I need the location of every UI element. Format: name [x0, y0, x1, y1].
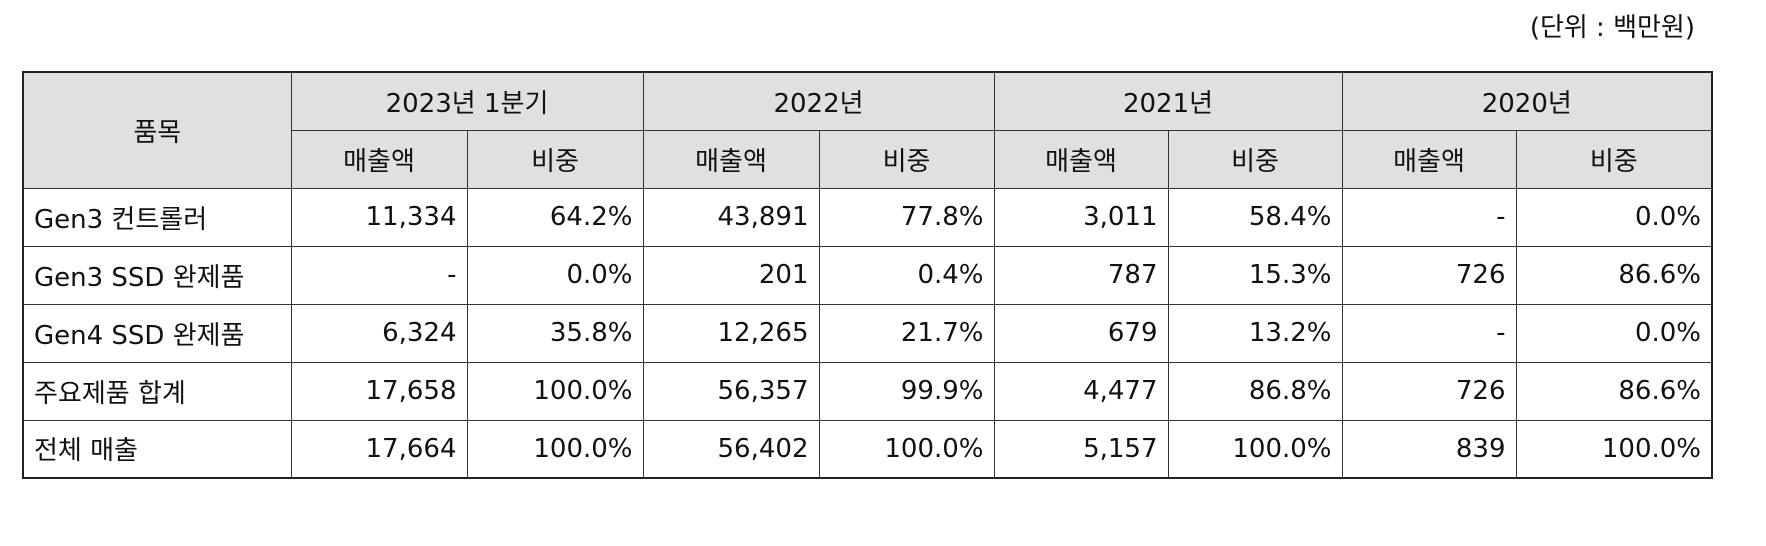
table-cell: - [1341, 187, 1517, 247]
table-cell: 35.8% [466, 303, 644, 363]
table-cell: 4,477 [993, 361, 1169, 421]
table-cell: - [1341, 303, 1517, 363]
table-cell: 726 [1341, 245, 1517, 305]
period-header-2022: 2022년 [642, 71, 995, 131]
share-header: 비중 [1515, 129, 1713, 189]
table-cell: 56,402 [642, 419, 820, 479]
period-header-2023q1: 2023년 1분기 [290, 71, 644, 131]
table-cell: 839 [1341, 419, 1517, 479]
table-cell: 86.8% [1167, 361, 1343, 421]
table-cell: 17,664 [290, 419, 468, 479]
table-cell: 56,357 [642, 361, 820, 421]
table-cell: - [290, 245, 468, 305]
table-cell: 15.3% [1167, 245, 1343, 305]
table-row: Gen3 SSD 완제품 - 0.0% 201 0.4% 787 15.3% 7… [22, 245, 1713, 305]
table-body: Gen3 컨트롤러 11,334 64.2% 43,891 77.8% 3,01… [22, 187, 1713, 479]
table-cell: 5,157 [993, 419, 1169, 479]
table-cell: 0.0% [466, 245, 644, 305]
table-cell: 201 [642, 245, 820, 305]
table-cell: 100.0% [1515, 419, 1713, 479]
table-row-subtotal: 주요제품 합계 17,658 100.0% 56,357 99.9% 4,477… [22, 361, 1713, 421]
share-header: 비중 [818, 129, 995, 189]
table-cell: 0.0% [1515, 187, 1713, 247]
sales-amount-header: 매출액 [1341, 129, 1517, 189]
sales-amount-header: 매출액 [993, 129, 1169, 189]
table-row-total: 전체 매출 17,664 100.0% 56,402 100.0% 5,157 … [22, 419, 1713, 479]
row-item-label: 주요제품 합계 [22, 361, 292, 421]
table-cell: 17,658 [290, 361, 468, 421]
row-item-label: Gen3 컨트롤러 [22, 187, 292, 247]
share-header: 비중 [1167, 129, 1343, 189]
table-cell: 99.9% [818, 361, 995, 421]
table-header: 품목 2023년 1분기 2022년 2021년 2020년 매출액 비중 매출… [22, 71, 1713, 189]
table-cell: 12,265 [642, 303, 820, 363]
table-cell: 6,324 [290, 303, 468, 363]
table-cell: 787 [993, 245, 1169, 305]
table-cell: 21.7% [818, 303, 995, 363]
table-cell: 100.0% [466, 361, 644, 421]
table-cell: 100.0% [1167, 419, 1343, 479]
row-item-label: 전체 매출 [22, 419, 292, 479]
table-cell: 726 [1341, 361, 1517, 421]
table-cell: 43,891 [642, 187, 820, 247]
table-cell: 0.4% [818, 245, 995, 305]
table-row: Gen4 SSD 완제품 6,324 35.8% 12,265 21.7% 67… [22, 303, 1713, 363]
item-header: 품목 [22, 71, 292, 189]
sales-amount-header: 매출액 [290, 129, 468, 189]
sales-amount-header: 매출액 [642, 129, 820, 189]
table-row: Gen3 컨트롤러 11,334 64.2% 43,891 77.8% 3,01… [22, 187, 1713, 247]
table-cell: 58.4% [1167, 187, 1343, 247]
table-cell: 100.0% [818, 419, 995, 479]
period-header-2020: 2020년 [1341, 71, 1713, 131]
row-item-label: Gen4 SSD 완제품 [22, 303, 292, 363]
sales-table: 품목 2023년 1분기 2022년 2021년 2020년 매출액 비중 매출… [22, 71, 1713, 479]
table-cell: 679 [993, 303, 1169, 363]
table-cell: 13.2% [1167, 303, 1343, 363]
period-header-2021: 2021년 [993, 71, 1343, 131]
table-cell: 64.2% [466, 187, 644, 247]
header-row-periods: 품목 2023년 1분기 2022년 2021년 2020년 [22, 71, 1713, 189]
table-cell: 11,334 [290, 187, 468, 247]
row-item-label: Gen3 SSD 완제품 [22, 245, 292, 305]
table-cell: 77.8% [818, 187, 995, 247]
table-cell: 0.0% [1515, 303, 1713, 363]
table-cell: 3,011 [993, 187, 1169, 247]
table-cell: 86.6% [1515, 245, 1713, 305]
share-header: 비중 [466, 129, 644, 189]
table-cell: 100.0% [466, 419, 644, 479]
header-row-metrics: 매출액 비중 매출액 비중 매출액 비중 매출액 비중 [23, 129, 1713, 189]
table-cell: 86.6% [1515, 361, 1713, 421]
unit-note: (단위 : 백만원) [1529, 13, 1695, 43]
